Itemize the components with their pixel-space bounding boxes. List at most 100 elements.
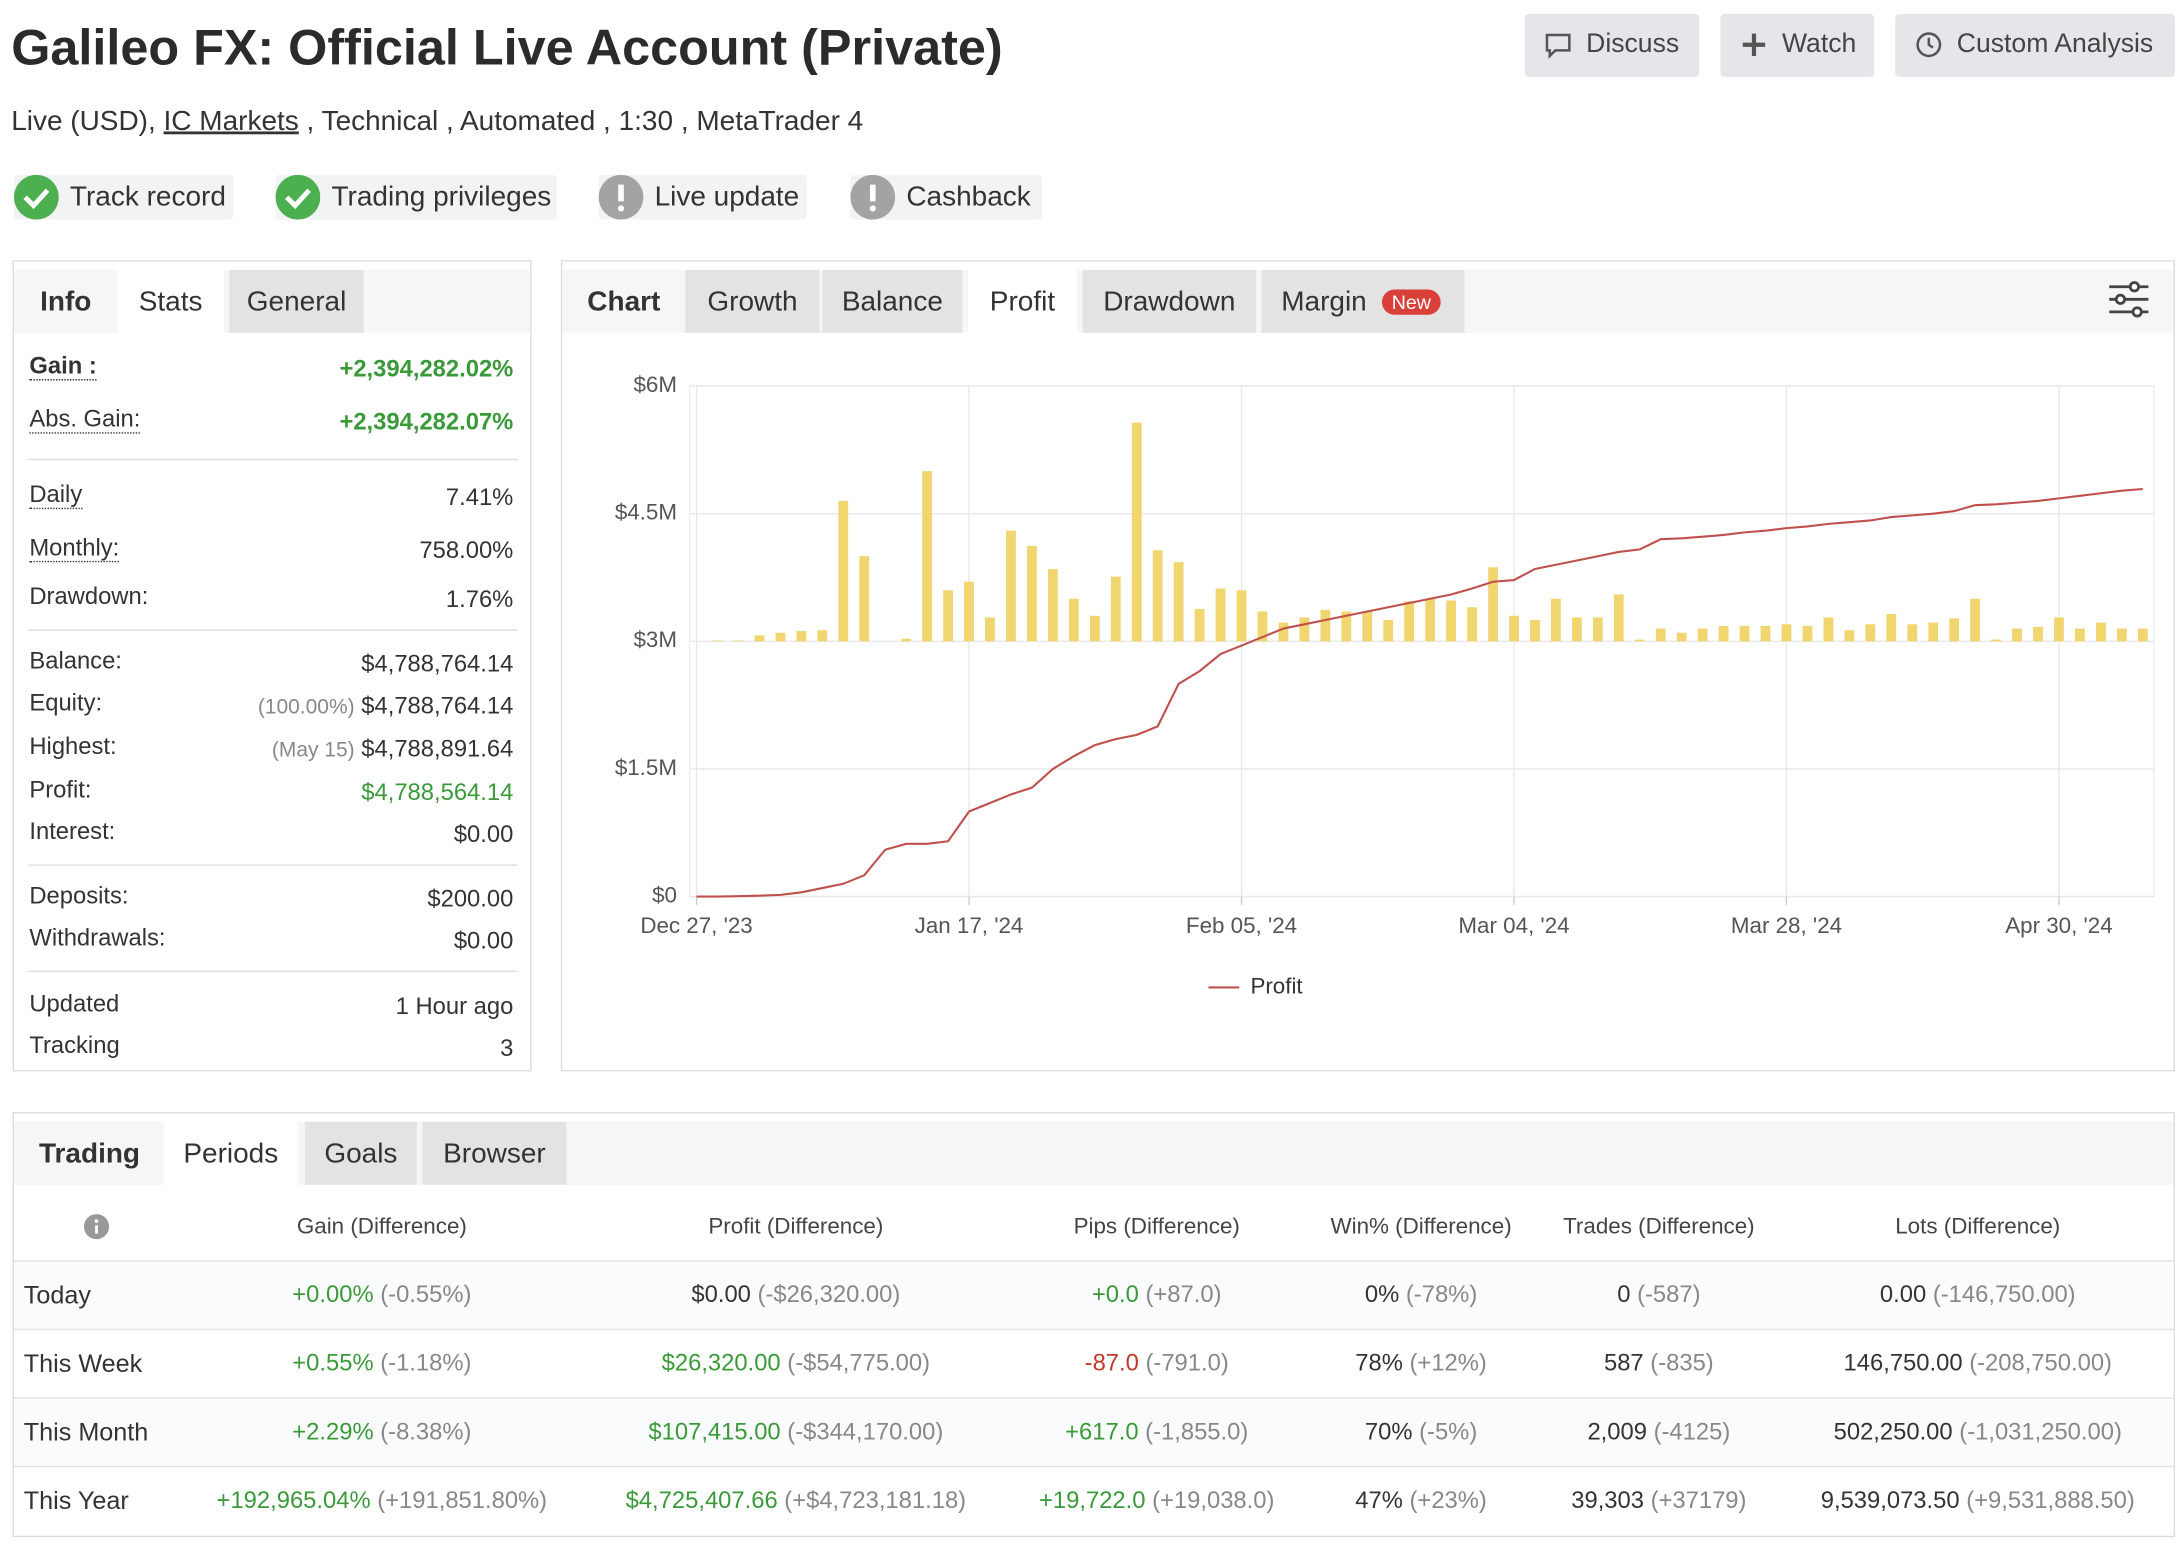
cell-value: 0: [1617, 1281, 1631, 1308]
stat-value: 1.76%: [446, 587, 513, 611]
bar: [1215, 588, 1226, 642]
period-cell: +2.29% (-8.38%): [158, 1420, 606, 1444]
bar: [1907, 624, 1918, 642]
periods-tab[interactable]: Goals: [304, 1121, 417, 1185]
cell-value: $4,725,407.66: [625, 1486, 778, 1514]
y-tick-label: $6M: [633, 372, 677, 397]
badge-label: Trading privileges: [331, 181, 552, 213]
chart-tab[interactable]: Chart: [565, 270, 682, 333]
bar: [1655, 628, 1666, 642]
stat-label: Tracking: [29, 1032, 120, 1059]
chart-tab[interactable]: Profit: [967, 269, 1077, 333]
stat-prefix: (100.00%): [257, 695, 355, 719]
tab-label: General: [246, 286, 347, 318]
broker-link[interactable]: IC Markets: [163, 106, 299, 138]
stat-label: Highest:: [29, 732, 117, 760]
column-header: Lots (Difference): [1895, 1215, 2061, 1240]
stat-label: Equity:: [29, 689, 103, 717]
cell-value: 2,009: [1587, 1418, 1647, 1445]
stat-number: 3: [500, 1035, 514, 1062]
bar: [1530, 620, 1540, 642]
stat-value: $200.00: [427, 887, 513, 911]
bar: [1697, 628, 1708, 642]
cell-value: $0.00: [691, 1281, 751, 1308]
cell-value: +19,722.0: [1039, 1486, 1146, 1514]
button-label: Watch: [1781, 29, 1857, 59]
stat-label: Profit:: [29, 776, 92, 803]
period-cell: +19,722.0 (+19,038.0): [933, 1488, 1381, 1512]
stats-panel: [12, 260, 532, 1072]
chart-tab[interactable]: Growth: [685, 269, 820, 333]
tab-label: Browser: [443, 1138, 546, 1170]
period-cell: 47% (+23%): [1197, 1488, 1645, 1512]
periods-tab[interactable]: Browser: [422, 1121, 567, 1185]
chart-tab[interactable]: Balance: [822, 269, 963, 333]
bar: [859, 556, 870, 642]
bar: [1823, 617, 1834, 642]
button-icon: [1544, 31, 1572, 59]
bar: [1781, 624, 1792, 642]
tab-label: Info: [40, 286, 92, 318]
bar: [1571, 617, 1582, 642]
stat-label: Gain :: [29, 352, 97, 381]
period-cell: +0.00% (-0.55%): [158, 1283, 606, 1307]
stats-tab[interactable]: General: [229, 269, 364, 333]
periods-tab[interactable]: Periods: [163, 1121, 298, 1185]
y-tick-label: $3M: [633, 627, 677, 652]
profit-line: [696, 487, 2143, 898]
cell-value: +0.00%: [292, 1281, 374, 1308]
stat-value: $4,788,564.14: [361, 780, 513, 804]
tab-label: Stats: [138, 286, 203, 318]
bar: [1047, 568, 1058, 642]
header-button[interactable]: Custom Analysis: [1895, 13, 2175, 77]
cell-diff: (-78%): [1405, 1281, 1478, 1308]
cell-value: $26,320.00: [661, 1349, 781, 1377]
tab-label: Balance: [841, 286, 943, 318]
cell-diff: (-5%): [1419, 1418, 1478, 1445]
bar: [712, 640, 723, 642]
bar: [1865, 624, 1876, 642]
period-cell: 78% (+12%): [1197, 1351, 1645, 1375]
bar: [1299, 617, 1310, 642]
y-tick-label: $1.5M: [615, 755, 677, 780]
row-bg: [13, 1260, 2174, 1329]
header-button[interactable]: Watch: [1720, 13, 1875, 77]
period-cell: +192,965.04% (+191,851.80%): [158, 1488, 606, 1512]
stats-tab[interactable]: Stats: [117, 269, 224, 333]
bar: [1383, 620, 1394, 642]
cell-diff: (+191,851.80%): [377, 1486, 548, 1514]
chart-tab[interactable]: Margin New: [1261, 269, 1465, 333]
bar: [838, 500, 849, 642]
header-button[interactable]: Discuss: [1524, 13, 1700, 77]
bar: [2116, 628, 2127, 642]
button-label: Custom Analysis: [1956, 29, 2154, 59]
bar: [1718, 625, 1729, 642]
period-cell: 146,750.00 (-208,750.00): [1754, 1351, 2182, 1375]
cell-diff: (-146,750.00): [1932, 1281, 2076, 1308]
x-tick-label: Mar 28, '24: [1731, 913, 1842, 938]
periods-tab[interactable]: Trading: [20, 1122, 160, 1185]
tab-label: Margin: [1281, 286, 1367, 318]
bar: [1509, 615, 1519, 642]
period-cell: $0.00 (-$26,320.00): [572, 1283, 1020, 1307]
cell-value: 587: [1603, 1349, 1644, 1377]
row-label: This Month: [23, 1418, 149, 1447]
bar: [1488, 567, 1498, 642]
bar: [1446, 600, 1457, 642]
cell-diff: (-$26,320.00): [757, 1281, 901, 1308]
chart-tab[interactable]: Drawdown: [1082, 269, 1257, 333]
bar: [1257, 611, 1268, 642]
bar: [2054, 617, 2064, 642]
bar: [901, 638, 912, 642]
tab-label: Drawdown: [1103, 286, 1236, 318]
bar: [1739, 625, 1750, 642]
stats-tab[interactable]: Info: [13, 269, 118, 333]
stat-number: $0.00: [453, 821, 514, 848]
bar: [1970, 598, 1981, 642]
settings-icon[interactable]: [2106, 280, 2151, 319]
badge-icon: [275, 174, 321, 220]
cell-diff: (+9,531,888.50): [1966, 1486, 2135, 1514]
divider: [27, 629, 518, 631]
column-header: Pips (Difference): [1073, 1215, 1240, 1240]
x-tick-label: Jan 17, '24: [915, 913, 1024, 938]
